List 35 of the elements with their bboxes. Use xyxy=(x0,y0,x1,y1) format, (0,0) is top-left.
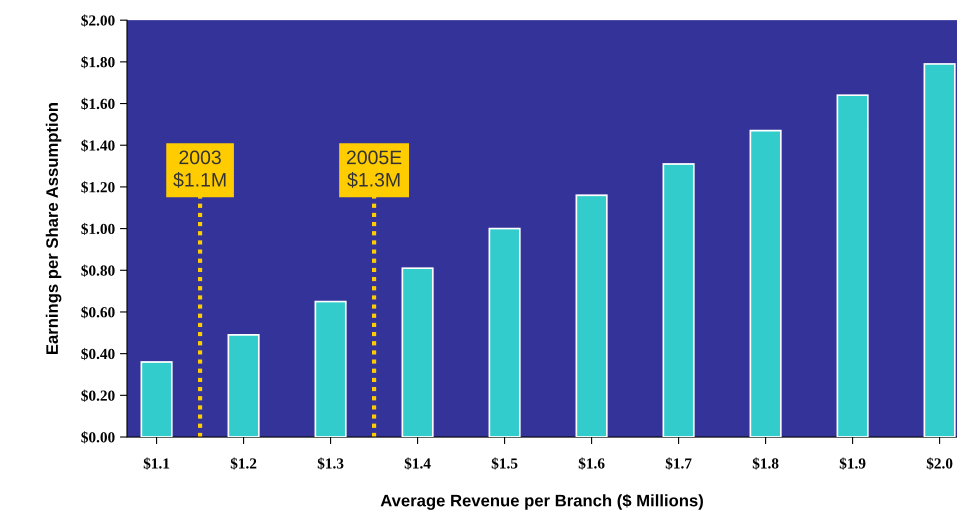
x-tick-label: $2.0 xyxy=(926,457,952,470)
x-tick-label: $1.1 xyxy=(144,457,170,470)
x-tick-label: $1.3 xyxy=(318,457,344,470)
y-tick-label: $0.80 xyxy=(81,264,115,277)
y-tick-label: $1.20 xyxy=(81,181,115,194)
ref-line-label: 2003 $1.1M xyxy=(173,150,226,188)
bar xyxy=(750,130,782,438)
bar xyxy=(576,194,608,438)
y-tick-label: $0.40 xyxy=(81,348,115,360)
bar xyxy=(314,300,347,438)
y-tick-label: $0.60 xyxy=(81,306,115,318)
y-tick-label: $1.40 xyxy=(81,139,115,152)
ref-line-label: 2005E $1.3M xyxy=(346,150,402,188)
x-tick-label: $1.4 xyxy=(404,457,431,470)
y-tick-label: $1.00 xyxy=(81,222,115,236)
bar xyxy=(662,163,695,438)
x-tick-label: $1.8 xyxy=(752,457,778,470)
bar xyxy=(140,361,173,438)
x-tick-label: $1.6 xyxy=(578,457,605,470)
x-tick-label: $1.9 xyxy=(840,457,866,470)
y-tick-label: $1.60 xyxy=(81,98,115,110)
y-axis-title: Earnings per Share Assumption xyxy=(46,103,62,354)
x-tick-label: $1.5 xyxy=(492,457,518,470)
y-tick-label: $0.20 xyxy=(81,390,115,402)
bar xyxy=(488,228,521,438)
bar xyxy=(228,334,260,438)
y-tick-label: $1.80 xyxy=(81,56,115,68)
x-tick-label: $1.2 xyxy=(230,457,256,470)
bar xyxy=(402,267,434,438)
x-axis-title: Average Revenue per Branch ($ Millions) xyxy=(380,494,703,510)
bar xyxy=(924,63,956,438)
y-tick-label: $2.00 xyxy=(81,14,115,27)
x-tick-label: $1.7 xyxy=(666,457,692,470)
bar xyxy=(836,94,869,438)
y-tick-label: $0.00 xyxy=(81,431,115,444)
